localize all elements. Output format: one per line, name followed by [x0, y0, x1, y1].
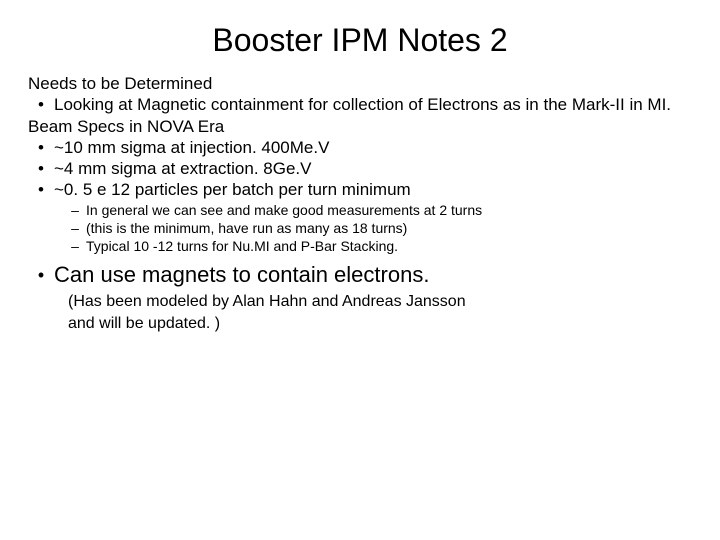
bullet-item: • ~0. 5 e 12 particles per batch per tur… — [28, 179, 692, 200]
bullet-dot-icon: • — [28, 137, 54, 158]
bullet-dot-icon: • — [28, 261, 54, 290]
bullet-text-large: Can use magnets to contain electrons. — [54, 261, 692, 290]
bullet-item: • Looking at Magnetic containment for co… — [28, 94, 692, 115]
bullet-dot-icon: • — [28, 94, 54, 115]
sub-bullet-text: Typical 10 -12 turns for Nu.MI and P-Bar… — [86, 237, 692, 255]
bullet-text: ~0. 5 e 12 particles per batch per turn … — [54, 179, 692, 200]
slide: Booster IPM Notes 2 Needs to be Determin… — [0, 0, 720, 540]
slide-title: Booster IPM Notes 2 — [28, 22, 692, 59]
dash-icon: – — [64, 237, 86, 255]
dash-icon: – — [64, 219, 86, 237]
sub-bullet-item: – Typical 10 -12 turns for Nu.MI and P-B… — [64, 237, 692, 255]
bullet-dot-icon: • — [28, 179, 54, 200]
bullet-item-large: • Can use magnets to contain electrons. — [28, 261, 692, 290]
bullet-item: • ~10 mm sigma at injection. 400Me.V — [28, 137, 692, 158]
bullet-dot-icon: • — [28, 158, 54, 179]
section-heading: Needs to be Determined — [28, 73, 692, 94]
bullet-text: Looking at Magnetic containment for coll… — [54, 94, 692, 115]
section-heading: Beam Specs in NOVA Era — [28, 116, 692, 137]
paren-note-line: (Has been modeled by Alan Hahn and Andre… — [68, 292, 692, 313]
bullet-text: ~10 mm sigma at injection. 400Me.V — [54, 137, 692, 158]
sub-bullet-item: – (this is the minimum, have run as many… — [64, 219, 692, 237]
bullet-item: • ~4 mm sigma at extraction. 8Ge.V — [28, 158, 692, 179]
bullet-text: ~4 mm sigma at extraction. 8Ge.V — [54, 158, 692, 179]
paren-note-line: and will be updated. ) — [68, 314, 692, 335]
sub-bullet-text: (this is the minimum, have run as many a… — [86, 219, 692, 237]
sub-bullet-item: – In general we can see and make good me… — [64, 201, 692, 219]
dash-icon: – — [64, 201, 86, 219]
sub-bullet-text: In general we can see and make good meas… — [86, 201, 692, 219]
